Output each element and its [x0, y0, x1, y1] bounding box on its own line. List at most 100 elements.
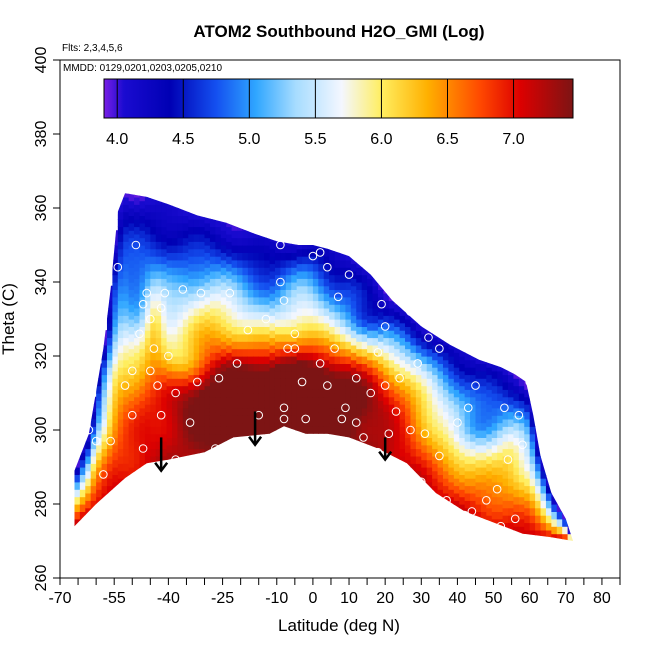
y-tick-label: 380 — [33, 121, 50, 148]
observation-point — [279, 296, 289, 305]
observation-point — [276, 240, 285, 250]
x-tick-label: 20 — [376, 590, 394, 607]
observation-point — [171, 455, 180, 464]
y-axis-label: Theta (C) — [0, 283, 18, 355]
y-axis: 260 280 300 320 340 360 380 400 — [33, 47, 60, 592]
observation-point — [211, 444, 220, 453]
observation-point — [243, 325, 253, 335]
x-tick-label: 30 — [412, 590, 430, 607]
x-axis: -70 -55 -40 -25 -10 0 10 20 30 40 50 60 70 80 — [48, 578, 621, 607]
observation-point — [492, 484, 502, 494]
colorbar: 4.0 4.5 5.0 5.5 6.0 6.5 7.0 — [103, 78, 574, 148]
observation-point — [323, 381, 332, 390]
colorbar-tick-label: 7.0 — [502, 131, 524, 148]
observation-point — [265, 436, 274, 446]
observation-point — [471, 381, 480, 390]
observation-point — [232, 359, 242, 368]
observation-markers — [84, 240, 534, 531]
observation-point — [503, 455, 513, 464]
observation-point — [442, 496, 451, 505]
observation-point — [337, 414, 347, 424]
observation-point — [308, 251, 318, 261]
observation-point — [84, 425, 94, 435]
x-tick-label: 80 — [593, 590, 611, 607]
x-tick-label: -55 — [103, 590, 126, 607]
observation-point — [164, 351, 173, 361]
observation-point — [463, 403, 473, 413]
y-tick-label: 280 — [33, 491, 50, 518]
x-tick-label: -70 — [48, 590, 71, 607]
y-tick-label: 400 — [33, 47, 50, 74]
colorbar-tick-label: 4.5 — [172, 131, 194, 148]
curtain-field — [74, 193, 574, 541]
observation-point — [500, 403, 509, 413]
observation-point — [113, 262, 123, 272]
observation-point — [146, 366, 155, 376]
y-tick-label: 340 — [33, 269, 50, 296]
observation-point — [315, 248, 325, 257]
observation-point — [344, 270, 354, 279]
observation-point — [138, 299, 148, 309]
colorbar-tick-label: 4.0 — [106, 131, 128, 148]
observation-point — [225, 288, 235, 298]
observation-point — [330, 344, 339, 353]
observation-point — [146, 314, 155, 324]
x-tick-label: -40 — [157, 590, 180, 607]
observation-point — [496, 521, 506, 531]
observation-point — [467, 507, 477, 516]
observation-point — [380, 381, 390, 390]
flights-note: Flts: 2,3,4,5,6 — [62, 43, 123, 54]
observation-point — [391, 407, 401, 416]
observation-point — [127, 410, 137, 420]
observation-point — [420, 429, 430, 439]
observation-point — [366, 388, 376, 398]
y-tick-label: 260 — [33, 565, 50, 592]
observation-point — [333, 292, 343, 302]
observation-point — [261, 314, 271, 324]
observation-point — [290, 344, 300, 353]
tropopause-arrow — [378, 437, 393, 462]
observation-point — [453, 418, 462, 427]
colorbar-tick-label: 6.0 — [370, 131, 392, 148]
observation-point — [214, 373, 224, 383]
observation-point — [160, 288, 170, 298]
observation-point — [489, 348, 498, 357]
observation-point — [525, 377, 534, 387]
observation-point — [413, 359, 422, 368]
observation-point — [279, 403, 289, 413]
observation-point — [279, 414, 289, 424]
observation-point — [482, 496, 491, 505]
observation-point — [276, 277, 285, 287]
observation-point — [416, 477, 426, 487]
observation-point — [120, 381, 130, 390]
colorbar-tick-label: 5.5 — [304, 131, 326, 148]
observation-point — [341, 403, 350, 413]
observation-point — [127, 366, 137, 376]
observation-point — [406, 425, 415, 435]
tropopause-arrows — [154, 411, 393, 473]
observation-point — [153, 381, 162, 390]
observation-point — [514, 410, 524, 420]
colorbar-tick-label: 6.5 — [436, 131, 458, 148]
observation-point — [518, 440, 527, 450]
observation-point — [351, 418, 361, 427]
observation-point — [323, 262, 332, 272]
x-tick-label: 0 — [308, 590, 317, 607]
observation-point — [435, 451, 444, 461]
observation-point — [380, 322, 390, 331]
observation-point — [99, 470, 108, 479]
observation-point — [424, 333, 433, 342]
colorbar-gradient — [103, 78, 574, 119]
observation-point — [290, 329, 300, 339]
observation-point — [373, 348, 383, 357]
observation-point — [185, 418, 195, 427]
observation-point — [384, 429, 394, 439]
observation-point — [315, 359, 325, 368]
observation-point — [171, 388, 180, 398]
observation-point — [395, 373, 404, 383]
x-tick-label: -10 — [265, 590, 288, 607]
observation-point — [142, 288, 152, 298]
x-tick-label: -25 — [211, 590, 234, 607]
observation-point — [156, 410, 166, 420]
